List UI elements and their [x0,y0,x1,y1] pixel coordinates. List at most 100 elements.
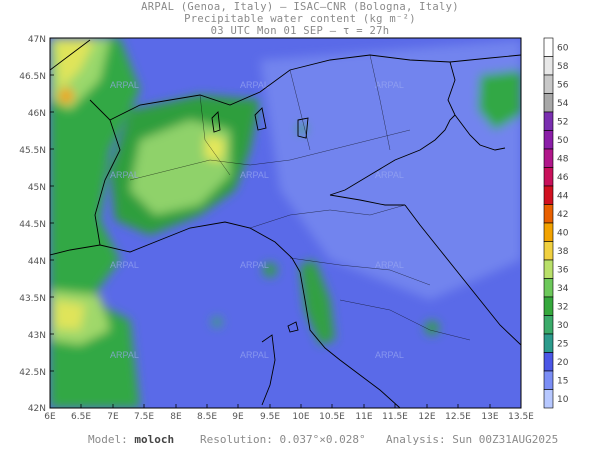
colorbar-swatch [543,333,554,353]
field-orange-nw [58,88,74,104]
colorbar-label: 50 [557,136,569,146]
watermark: ARPAL [375,260,404,270]
footer-resolution-label: Resolution: [200,433,273,446]
footer-model: Model: moloch [88,433,174,446]
watermark: ARPAL [240,170,269,180]
lat-label: 46N [28,109,46,119]
field-green-garda [297,124,307,134]
colorbar-swatch [543,315,554,335]
lon-label: 6E [44,412,56,422]
colorbar-label: 44 [557,191,569,201]
colorbar-swatch [543,185,554,205]
colorbar-swatch [543,370,554,390]
lon-label: 13E [481,412,498,422]
lon-label: 11E [355,412,372,422]
lat-label: 42.5N [19,368,46,378]
lon-label: 8E [170,412,182,422]
colorbar-swatch [543,56,554,76]
field-green-liguria [263,263,277,277]
colorbar-swatch [543,222,554,242]
colorbar-label: 46 [557,173,569,183]
field-yellow-piedmont [205,135,225,162]
lon-label: 11.5E [382,412,408,422]
colorbar-swatch [543,278,554,298]
colorbar-label: 48 [557,154,569,164]
footer-model-value: moloch [134,433,175,446]
watermark: ARPAL [375,170,404,180]
watermark: ARPAL [240,260,269,270]
lat-label: 42N [28,404,46,414]
header-variable-line: Precipitable water content (kg m⁻²) [184,13,416,25]
colorbar-swatch [543,148,554,168]
lat-label: 45.5N [19,146,46,156]
lon-label: 7E [107,412,119,422]
lon-label: 12E [418,412,435,422]
watermark: ARPAL [375,80,404,90]
colorbar-label: 32 [557,302,568,312]
colorbar-swatch [543,241,554,261]
watermark: ARPAL [110,80,139,90]
watermark: ARPAL [375,350,404,360]
lake-garda [297,117,309,139]
watermark: ARPAL [110,350,139,360]
border-regional [129,129,411,181]
colorbar-label: 56 [557,80,569,90]
border-regional [289,69,311,151]
lat-label: 43.5N [19,294,46,304]
footer-analysis-value: Sun 00Z31AUG2025 [452,433,559,446]
field-yellow-nw [55,40,95,90]
colorbar-swatch [543,37,554,57]
lon-label: 10.5E [319,412,345,422]
regional-borders [129,54,471,341]
field-green-tuscany [300,260,335,345]
colorbar-label: 25 [557,339,568,349]
watermark: ARPAL [110,170,139,180]
lon-label: 7.5E [134,412,154,422]
colorbar-swatch [543,296,554,316]
lat-label: 47N [28,35,46,45]
colorbar-label: 36 [557,265,569,275]
colorbar-label: 58 [557,62,569,72]
colorbar-swatch [543,93,554,113]
footer-analysis-label: Analysis: [386,433,446,446]
coastline-ligurian [99,221,301,273]
watermark: ARPAL [110,260,139,270]
header-time-line: 03 UTC Mon 01 SEP – τ = 27h [210,25,390,37]
lon-label: 9.5E [260,412,280,422]
field-green-central [425,321,439,335]
footer-resolution-value: 0.037°×0.028° [279,433,366,446]
island-elba [287,321,299,333]
lake-maggiore [211,111,221,133]
colorbar-swatch [543,204,554,224]
coastline-emilia [329,194,405,206]
border-regional [339,299,471,341]
colorbar-label: 30 [557,321,569,331]
colorbar-label: 15 [557,376,568,386]
lon-ticks [80,404,491,408]
lat-label: 43N [28,331,46,341]
colorbar-swatch [543,259,554,279]
lake-como [254,107,267,131]
footer-analysis: Analysis: Sun 00Z31AUG2025 [386,433,558,446]
colorbar-label: 52 [557,117,568,127]
lon-label: 8.5E [197,412,217,422]
colorbar-swatch [543,352,554,372]
lat-label: 46.5N [19,72,46,82]
colorbar-swatch [543,130,554,150]
field-light-blue-region [260,40,521,300]
lat-label: 45N [28,183,46,193]
lon-label: 6.5E [71,412,91,422]
colorbar-swatch [543,111,554,131]
lon-label: 12.5E [445,412,471,422]
field-green-east [478,70,521,130]
coastline-po-delta [329,114,456,196]
header-source-line: ARPAL (Genoa, Italy) – ISAC–CNR (Bologna… [141,1,459,13]
colorbar-label: 10 [557,395,569,405]
colorbar-swatch [543,389,554,409]
lon-label: 13.5E [508,412,534,422]
coastline-corsica [261,334,276,406]
lat-axis: 47N 46.5N 46N 45.5N 45N 44.5N 44N 43.5N … [19,35,46,414]
field-layer: ARPAL ARPAL ARPAL ARPAL ARPAL ARPAL ARPA… [50,38,521,408]
coastline-adriatic [404,204,521,346]
